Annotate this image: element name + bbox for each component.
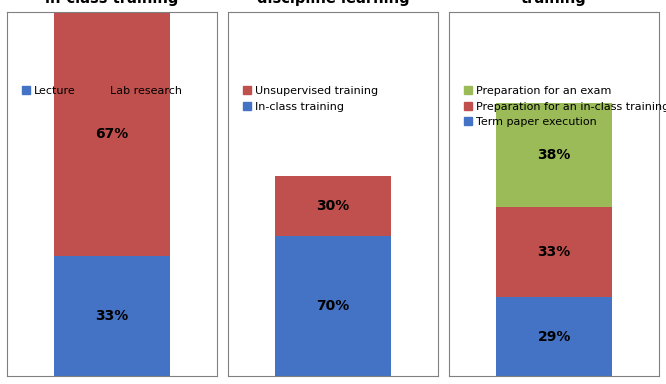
Bar [496,207,612,297]
Legend: Preparation for an exam, Preparation for an in-class training, Term paper execut: Preparation for an exam, Preparation for… [461,83,666,131]
Title: The structure of
in-class training: The structure of in-class training [45,0,179,6]
Bar [275,176,391,236]
Bar [275,236,391,376]
Bar [496,297,612,376]
Text: 70%: 70% [316,299,350,313]
Bar [54,12,170,256]
Text: 29%: 29% [537,329,571,344]
Text: 30%: 30% [316,199,350,213]
Title: The structure of
discipline learning: The structure of discipline learning [256,0,410,6]
Legend: Lecture, Lab research: Lecture, Lab research [19,83,186,99]
Text: 67%: 67% [95,127,129,141]
Bar [496,103,612,207]
Title: The structure of
unsupervised
training: The structure of unsupervised training [487,0,621,6]
Text: 38%: 38% [537,148,571,162]
Text: 33%: 33% [537,245,571,259]
Bar [54,256,170,376]
Legend: Unsupervised training, In-class training: Unsupervised training, In-class training [240,83,382,115]
Text: 33%: 33% [95,309,129,323]
